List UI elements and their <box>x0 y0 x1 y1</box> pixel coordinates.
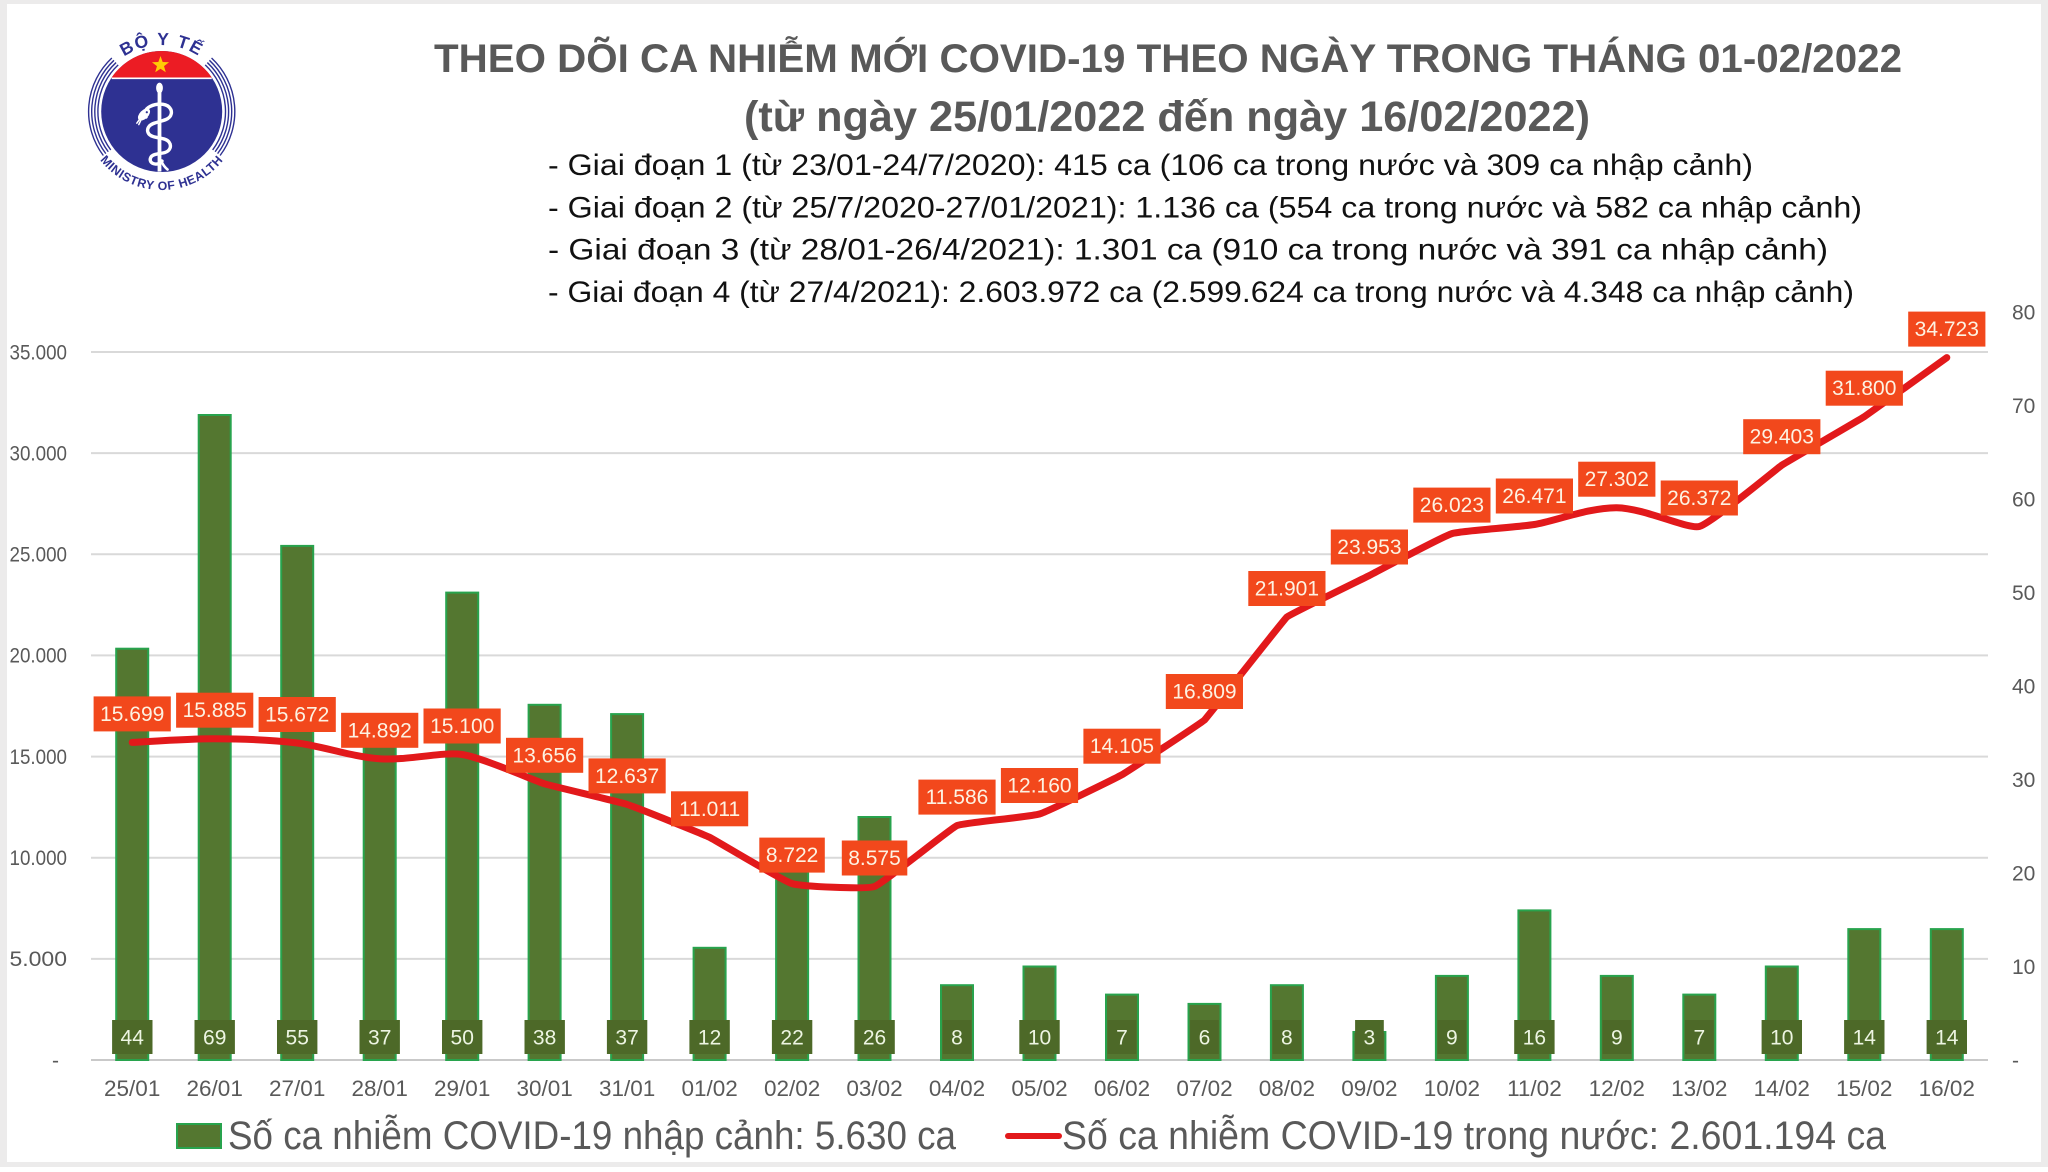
svg-text:15/02: 15/02 <box>1836 1076 1892 1101</box>
svg-text:25.000: 25.000 <box>10 544 68 567</box>
svg-text:12.160: 12.160 <box>1007 775 1071 798</box>
svg-text:60: 60 <box>2012 488 2035 511</box>
svg-text:15.000: 15.000 <box>10 746 68 769</box>
svg-text:80: 80 <box>2012 302 2035 325</box>
svg-text:06/02: 06/02 <box>1094 1076 1150 1101</box>
svg-text:- Giai đoạn 1 (từ 23/01-24/7/2: - Giai đoạn 1 (từ 23/01-24/7/2020): 415 … <box>548 149 1753 182</box>
svg-text:30: 30 <box>2012 769 2035 792</box>
svg-text:14.105: 14.105 <box>1090 735 1154 758</box>
svg-text:69: 69 <box>203 1027 226 1050</box>
svg-text:70: 70 <box>2012 395 2035 418</box>
svg-text:- Giai đoạn 4 (từ 27/4/2021):: - Giai đoạn 4 (từ 27/4/2021): 2.603.972 … <box>548 276 1854 309</box>
svg-text:15.699: 15.699 <box>100 703 164 726</box>
svg-text:02/02: 02/02 <box>764 1076 820 1101</box>
svg-text:8.722: 8.722 <box>766 844 819 867</box>
svg-text:55: 55 <box>286 1027 309 1050</box>
svg-text:30.000: 30.000 <box>10 442 68 465</box>
svg-text:14: 14 <box>1935 1027 1959 1050</box>
svg-text:-: - <box>52 1049 59 1072</box>
svg-text:04/02: 04/02 <box>929 1076 985 1101</box>
svg-text:26.023: 26.023 <box>1420 494 1484 517</box>
svg-text:(từ ngày 25/01/2022 đến ngày 1: (từ ngày 25/01/2022 đến ngày 16/02/2022) <box>744 93 1590 141</box>
svg-text:20: 20 <box>2012 862 2035 885</box>
svg-text:37: 37 <box>615 1027 638 1050</box>
svg-text:26/01: 26/01 <box>187 1076 243 1101</box>
svg-text:12: 12 <box>698 1027 721 1050</box>
svg-text:11.586: 11.586 <box>926 786 989 809</box>
svg-text:- Giai đoạn 2 (từ 25/7/2020-27: - Giai đoạn 2 (từ 25/7/2020-27/01/2021):… <box>548 191 1862 224</box>
svg-text:23.953: 23.953 <box>1337 536 1401 559</box>
svg-text:27.302: 27.302 <box>1585 468 1649 491</box>
svg-text:6: 6 <box>1199 1027 1211 1050</box>
svg-text:11.011: 11.011 <box>679 798 740 821</box>
svg-text:9: 9 <box>1446 1027 1458 1050</box>
svg-text:30/01: 30/01 <box>516 1076 572 1101</box>
svg-text:20.000: 20.000 <box>10 645 68 668</box>
svg-text:10: 10 <box>1770 1027 1793 1050</box>
svg-text:09/02: 09/02 <box>1341 1076 1397 1101</box>
svg-text:01/02: 01/02 <box>681 1076 737 1101</box>
svg-text:15.100: 15.100 <box>430 715 494 738</box>
svg-text:07/02: 07/02 <box>1176 1076 1232 1101</box>
svg-text:THEO DÕI CA NHIỄM MỚI COVID-19: THEO DÕI CA NHIỄM MỚI COVID-19 THEO NGÀY… <box>434 35 1902 81</box>
svg-text:8: 8 <box>1281 1027 1293 1050</box>
svg-text:50: 50 <box>2012 582 2035 605</box>
svg-text:3: 3 <box>1364 1027 1376 1050</box>
svg-text:28/01: 28/01 <box>352 1076 408 1101</box>
svg-text:27/01: 27/01 <box>269 1076 325 1101</box>
svg-text:-: - <box>2012 1049 2019 1072</box>
svg-text:7: 7 <box>1116 1027 1128 1050</box>
svg-text:50: 50 <box>451 1027 474 1050</box>
svg-text:16.809: 16.809 <box>1172 681 1236 704</box>
svg-text:11/02: 11/02 <box>1507 1076 1562 1101</box>
svg-text:14/02: 14/02 <box>1754 1076 1810 1101</box>
svg-text:37: 37 <box>368 1027 391 1050</box>
svg-text:12/02: 12/02 <box>1589 1076 1645 1101</box>
svg-text:7: 7 <box>1693 1027 1705 1050</box>
svg-text:26.372: 26.372 <box>1667 487 1731 510</box>
svg-text:Số ca nhiễm COVID-19 nhập cảnh: Số ca nhiễm COVID-19 nhập cảnh: 5.630 ca <box>228 1113 957 1158</box>
svg-text:31/01: 31/01 <box>599 1076 655 1101</box>
svg-text:13.656: 13.656 <box>512 744 576 767</box>
svg-text:9: 9 <box>1611 1027 1623 1050</box>
svg-text:8.575: 8.575 <box>848 847 901 870</box>
svg-text:31.800: 31.800 <box>1832 377 1896 400</box>
svg-text:25/01: 25/01 <box>104 1076 160 1101</box>
svg-text:- Giai đoạn 3 (từ 28/01-26/4/2: - Giai đoạn 3 (từ 28/01-26/4/2021): 1.30… <box>548 234 1828 267</box>
svg-text:22: 22 <box>780 1027 803 1050</box>
svg-text:29/01: 29/01 <box>434 1076 490 1101</box>
svg-text:16: 16 <box>1523 1027 1546 1050</box>
svg-text:44: 44 <box>121 1027 145 1050</box>
svg-text:40: 40 <box>2012 675 2035 698</box>
svg-text:15.672: 15.672 <box>265 704 329 727</box>
svg-text:08/02: 08/02 <box>1259 1076 1315 1101</box>
svg-text:15.885: 15.885 <box>183 699 247 722</box>
svg-text:05/02: 05/02 <box>1011 1076 1067 1101</box>
svg-text:34.723: 34.723 <box>1915 318 1979 341</box>
svg-text:5.000: 5.000 <box>10 948 68 971</box>
svg-text:14: 14 <box>1853 1027 1877 1050</box>
svg-text:13/02: 13/02 <box>1671 1076 1727 1101</box>
svg-text:10/02: 10/02 <box>1424 1076 1480 1101</box>
svg-text:26.471: 26.471 <box>1502 485 1566 508</box>
svg-text:8: 8 <box>951 1027 963 1050</box>
svg-text:Số ca nhiễm COVID-19 trong nướ: Số ca nhiễm COVID-19 trong nước: 2.601.1… <box>1062 1113 1887 1158</box>
svg-text:26: 26 <box>863 1027 886 1050</box>
svg-text:14.892: 14.892 <box>348 719 412 742</box>
svg-text:10.000: 10.000 <box>10 847 68 870</box>
svg-text:35.000: 35.000 <box>10 341 68 364</box>
svg-text:03/02: 03/02 <box>846 1076 902 1101</box>
svg-text:10: 10 <box>1028 1027 1051 1050</box>
svg-text:12.637: 12.637 <box>595 765 659 788</box>
svg-text:38: 38 <box>533 1027 556 1050</box>
svg-text:16/02: 16/02 <box>1919 1076 1975 1101</box>
svg-text:10: 10 <box>2012 956 2035 979</box>
svg-text:21.901: 21.901 <box>1255 578 1319 601</box>
svg-text:29.403: 29.403 <box>1750 426 1814 449</box>
